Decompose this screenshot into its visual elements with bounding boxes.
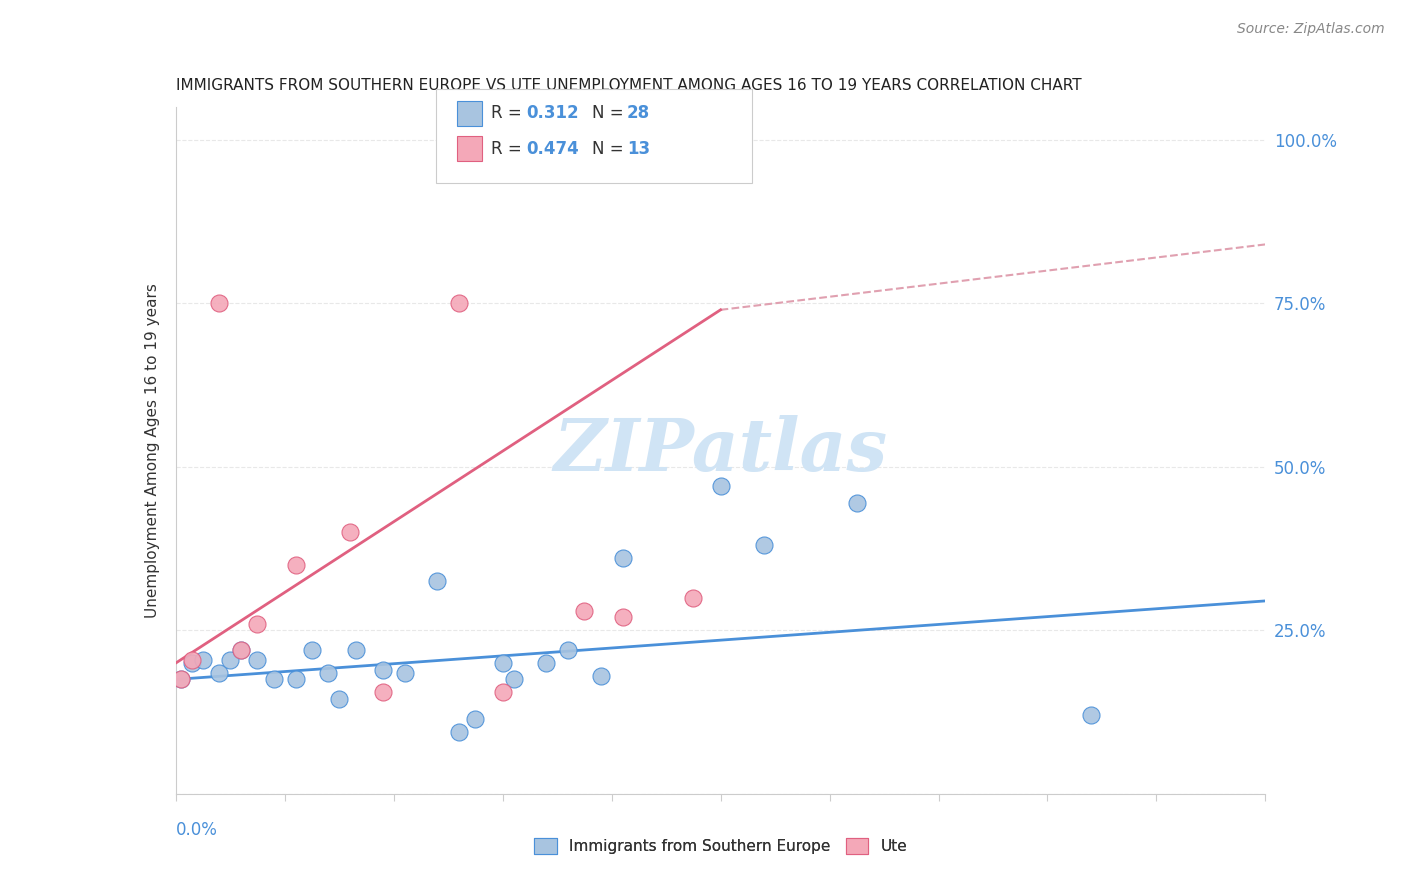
Point — [191, 653, 214, 667]
Point — [219, 653, 242, 667]
Point — [447, 296, 470, 310]
Point — [710, 479, 733, 493]
Text: 0.0%: 0.0% — [176, 822, 218, 839]
Point — [612, 610, 634, 624]
Point — [170, 673, 193, 687]
Text: 13: 13 — [627, 140, 650, 158]
Point — [339, 525, 361, 540]
Point — [170, 673, 193, 687]
Point — [246, 653, 269, 667]
Point — [344, 643, 367, 657]
Point — [318, 665, 340, 680]
Point — [612, 551, 634, 566]
Point — [447, 724, 470, 739]
Text: Source: ZipAtlas.com: Source: ZipAtlas.com — [1237, 22, 1385, 37]
Legend: Immigrants from Southern Europe, Ute: Immigrants from Southern Europe, Ute — [526, 830, 915, 862]
Point — [284, 673, 307, 687]
Point — [371, 685, 394, 699]
Point — [181, 653, 204, 667]
Point — [371, 663, 394, 677]
Point — [181, 656, 204, 670]
Text: N =: N = — [592, 140, 628, 158]
Text: 28: 28 — [627, 104, 650, 122]
Point — [231, 643, 253, 657]
Point — [394, 665, 416, 680]
Text: R =: R = — [491, 140, 527, 158]
Point — [208, 665, 231, 680]
Point — [328, 692, 350, 706]
Point — [231, 643, 253, 657]
Point — [1080, 708, 1102, 723]
Point — [492, 685, 515, 699]
Point — [263, 673, 285, 687]
Text: 0.312: 0.312 — [526, 104, 578, 122]
Point — [426, 574, 449, 589]
Y-axis label: Unemployment Among Ages 16 to 19 years: Unemployment Among Ages 16 to 19 years — [145, 283, 160, 618]
Text: 0.474: 0.474 — [526, 140, 579, 158]
Point — [589, 669, 612, 683]
Point — [502, 673, 524, 687]
Point — [464, 712, 486, 726]
Text: R =: R = — [491, 104, 527, 122]
Point — [284, 558, 307, 572]
Point — [754, 538, 776, 552]
Text: N =: N = — [592, 104, 628, 122]
Point — [534, 656, 557, 670]
Point — [557, 643, 579, 657]
Point — [301, 643, 323, 657]
Text: IMMIGRANTS FROM SOUTHERN EUROPE VS UTE UNEMPLOYMENT AMONG AGES 16 TO 19 YEARS CO: IMMIGRANTS FROM SOUTHERN EUROPE VS UTE U… — [176, 78, 1081, 94]
Point — [682, 591, 704, 605]
Point — [845, 496, 868, 510]
Point — [492, 656, 515, 670]
Point — [208, 296, 231, 310]
Point — [246, 616, 269, 631]
Point — [574, 604, 596, 618]
Text: ZIPatlas: ZIPatlas — [554, 415, 887, 486]
